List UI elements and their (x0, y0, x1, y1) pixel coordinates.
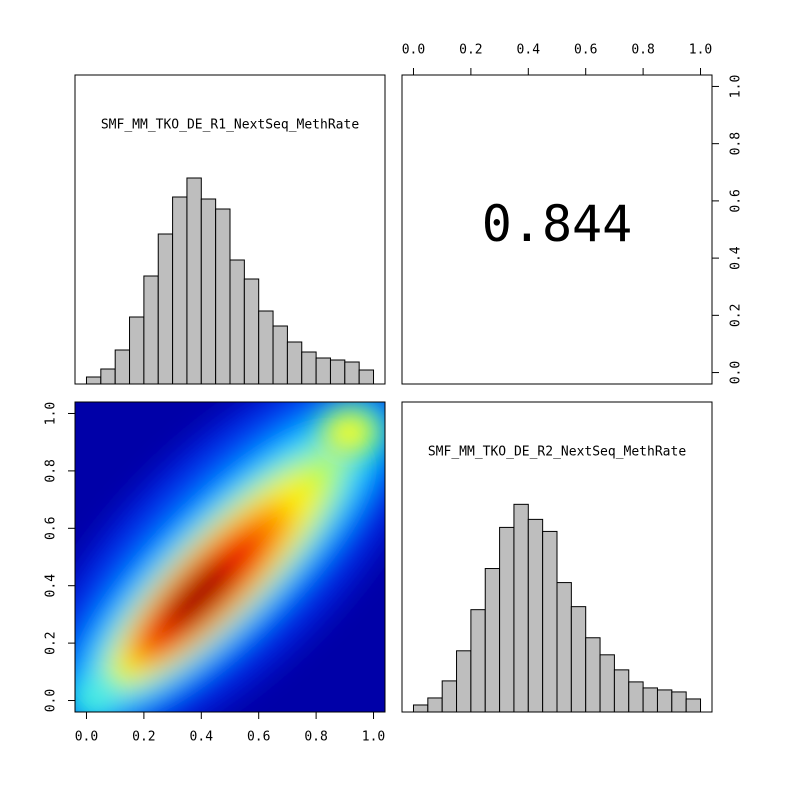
x-tick-label: 1.0 (362, 730, 385, 745)
histogram-bar (100, 368, 116, 385)
correlation-value: 0.844 (482, 195, 633, 253)
histogram-bar (470, 609, 486, 713)
histogram-bar (656, 689, 673, 713)
histogram-bar (258, 310, 274, 385)
histogram-bar (172, 196, 188, 385)
x-tick-label: 0.0 (402, 43, 425, 58)
histogram-bar (499, 526, 515, 713)
x-tick-label: 0.8 (304, 730, 327, 745)
y-tick-label: 0.4 (729, 246, 744, 270)
x-tick-label: 0.2 (459, 43, 482, 58)
histogram-bar (685, 698, 702, 713)
x-tick-label: 0.6 (574, 43, 597, 58)
x-tick-label: 0.8 (631, 43, 654, 58)
histogram-bar (301, 351, 317, 385)
panel-label: SMF_MM_TKO_DE_R1_NextSeq_MethRate (101, 118, 359, 133)
histogram-bar (286, 341, 303, 385)
y-tick-label: 0.0 (44, 689, 59, 712)
histogram-bar (556, 582, 572, 713)
y-tick-label: 1.0 (729, 75, 744, 98)
x-tick-label: 0.4 (190, 730, 214, 745)
histogram-bar (129, 316, 145, 385)
histogram-bar (599, 654, 615, 713)
histogram-bar (441, 680, 458, 713)
histogram-bar (570, 606, 587, 713)
y-tick-label: 0.2 (44, 631, 59, 654)
histogram-bar (229, 259, 245, 385)
y-tick-label: 0.6 (44, 517, 59, 540)
y-tick-label: 0.8 (729, 132, 744, 155)
histogram-bar (628, 681, 644, 713)
x-tick-label: 1.0 (689, 43, 712, 58)
histogram-bar (243, 278, 260, 385)
histogram-bar (215, 208, 231, 385)
histogram-bar (585, 637, 601, 713)
histogram-bar (671, 691, 687, 713)
histogram-bar (329, 359, 346, 385)
histogram-bar (484, 568, 501, 713)
histogram-bar (157, 233, 174, 385)
y-tick-label: 0.6 (729, 189, 744, 212)
histogram-bar (200, 198, 217, 385)
histogram-bar (272, 325, 288, 385)
y-tick-label: 0.8 (44, 459, 59, 482)
histogram-bar (513, 503, 529, 713)
histogram-bar (527, 518, 544, 713)
histogram-bar (344, 361, 360, 385)
histogram-bar (613, 669, 630, 713)
histogram-bar (412, 704, 429, 713)
histogram-bar (358, 369, 375, 385)
histogram-bar (143, 275, 159, 385)
histogram-bar (456, 650, 472, 713)
histogram-bar (642, 687, 658, 713)
histogram-bar (186, 177, 202, 385)
y-tick-label: 0.4 (44, 574, 59, 598)
x-tick-label: 0.4 (517, 43, 541, 58)
density-image (75, 402, 385, 712)
x-tick-label: 0.6 (247, 730, 270, 745)
y-tick-label: 1.0 (44, 402, 59, 425)
x-tick-label: 0.0 (75, 730, 98, 745)
y-tick-label: 0.2 (729, 304, 744, 327)
histogram-bar (85, 376, 102, 385)
histogram-bar (427, 697, 443, 713)
x-tick-label: 0.2 (132, 730, 155, 745)
histogram-bar (542, 530, 558, 713)
y-tick-label: 0.0 (729, 361, 744, 384)
histogram-bar (315, 357, 331, 385)
histogram-bar (114, 349, 131, 385)
panel-label: SMF_MM_TKO_DE_R2_NextSeq_MethRate (428, 445, 686, 460)
